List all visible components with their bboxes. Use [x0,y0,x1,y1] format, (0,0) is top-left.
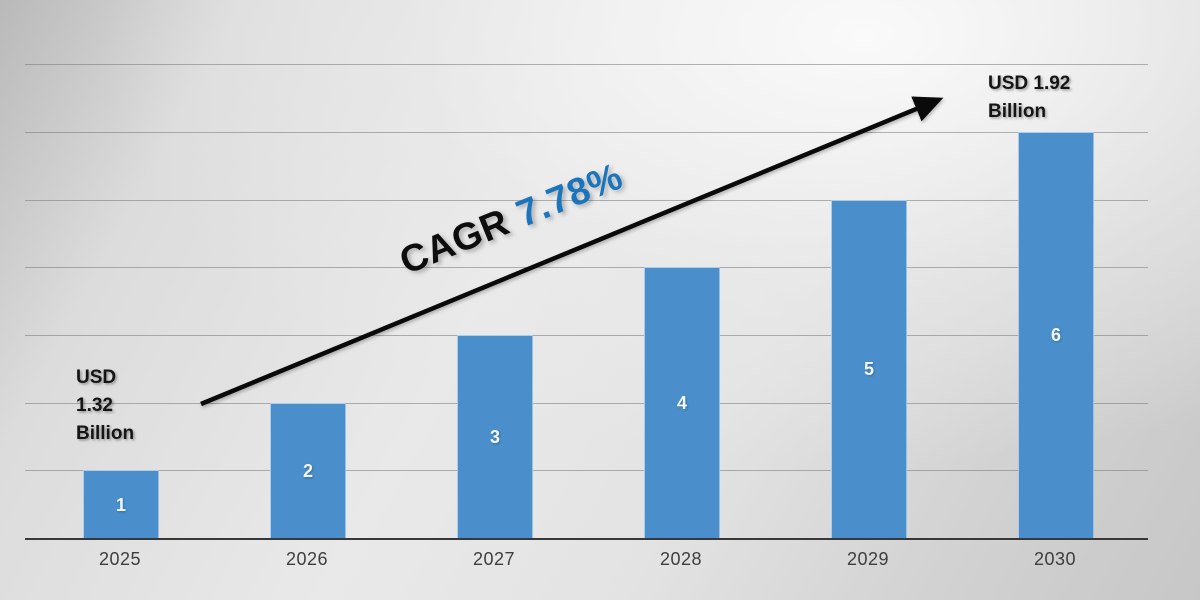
x-axis-label-2025: 2025 [98,549,142,569]
x-axis-label-2027: 2027 [472,549,516,569]
x-axis-label-2026: 2026 [285,549,329,569]
bar-2025: 1 [83,470,159,539]
gridline [25,402,1148,404]
bar-value-label: 2 [302,460,313,481]
gridline [25,334,1148,336]
bar-2027: 3 [457,334,533,539]
end-value-annotation: USD 1.92 Billion [988,70,1070,126]
start-value-annotation: USD 1.32 Billion [76,364,134,448]
x-axis-line [25,538,1148,540]
gridline [25,64,1148,66]
bar-2026: 2 [270,402,346,539]
bar-value-label: 6 [1050,325,1061,346]
gridline [25,267,1148,269]
bar-value-label: 4 [676,393,687,414]
x-axis-label-2029: 2029 [846,549,890,569]
gridline [25,470,1148,472]
start-value-line: Billion [76,423,135,444]
start-value-line: 1.32 [76,395,113,416]
bar-2030: 6 [1018,131,1094,539]
end-value-line: Billion [988,101,1047,122]
bar-value-label: 1 [115,494,126,515]
x-axis-label-2030: 2030 [1033,549,1077,569]
bar-2029: 5 [831,199,907,539]
x-axis-label-2028: 2028 [659,549,703,569]
bar-2028: 4 [644,267,720,539]
start-value-line: USD [76,367,117,388]
bar-value-label: 5 [863,359,874,380]
end-value-line: USD 1.92 [988,73,1071,94]
bar-value-label: 3 [489,426,500,447]
gridline [25,131,1148,133]
